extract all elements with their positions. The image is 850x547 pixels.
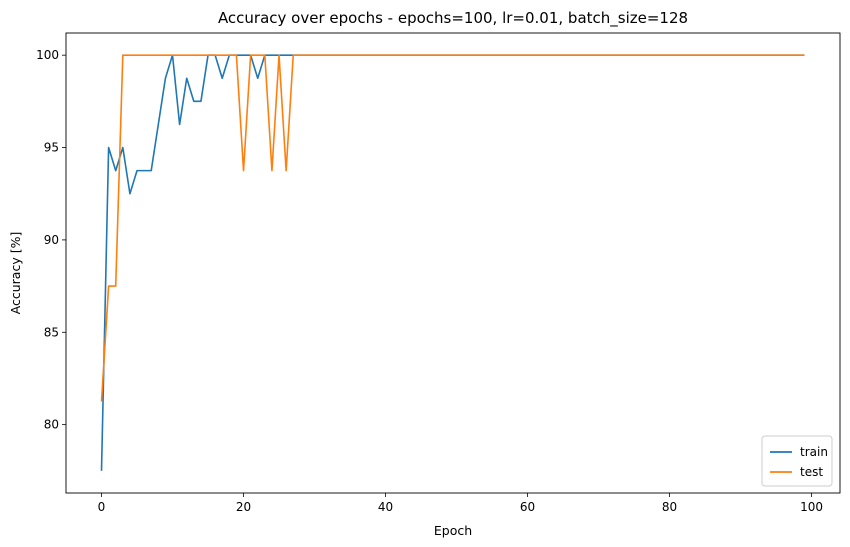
y-tick-label-100: 100 — [36, 48, 59, 62]
plot-area: 0 20 40 60 80 100 80 85 90 95 100 — [36, 32, 841, 514]
y-axis-label: Accuracy [%] — [8, 232, 23, 315]
legend-box — [761, 435, 833, 487]
x-tick-label-80: 80 — [662, 500, 677, 514]
chart-title: Accuracy over epochs - epochs=100, lr=0.… — [218, 9, 688, 28]
series-line-train — [100, 54, 805, 471]
x-tick-label-40: 40 — [378, 500, 393, 514]
x-axis-label: Epoch — [434, 523, 472, 538]
y-tick-label-95: 95 — [44, 141, 59, 155]
series-line-test — [100, 54, 805, 402]
y-tick-label-85: 85 — [44, 325, 59, 339]
x-tick-label-60: 60 — [520, 500, 535, 514]
legend-label-train: train — [800, 445, 828, 459]
y-tick-label-80: 80 — [44, 418, 59, 432]
legend: train test — [761, 435, 833, 487]
x-tick-label-0: 0 — [98, 500, 106, 514]
y-tick-label-90: 90 — [44, 233, 59, 247]
x-tick-label-20: 20 — [236, 500, 251, 514]
legend-label-test: test — [800, 465, 823, 479]
plot-frame — [65, 32, 841, 494]
x-tick-label-100: 100 — [800, 500, 823, 514]
